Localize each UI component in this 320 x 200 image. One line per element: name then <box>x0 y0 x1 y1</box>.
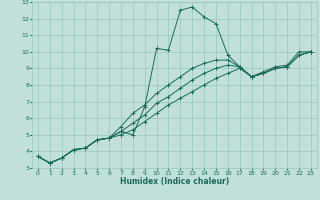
X-axis label: Humidex (Indice chaleur): Humidex (Indice chaleur) <box>120 177 229 186</box>
